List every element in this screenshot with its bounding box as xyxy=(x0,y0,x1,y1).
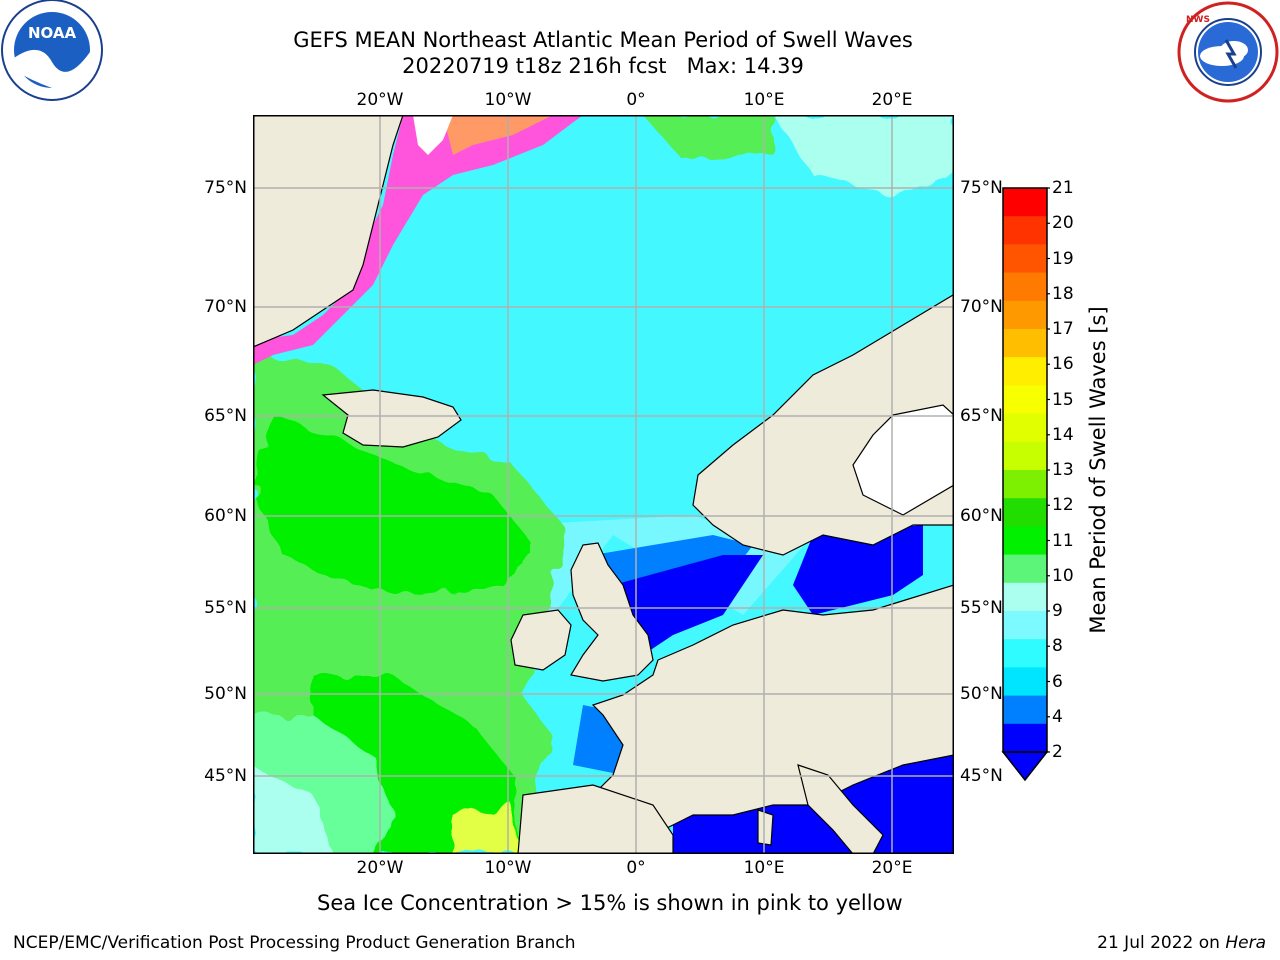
lat-label-left: 60°N xyxy=(204,506,247,526)
colorbar-band xyxy=(1003,329,1047,358)
colorbar-band xyxy=(1003,385,1047,415)
colorbar-band xyxy=(1003,272,1047,302)
colorbar-band xyxy=(1003,667,1047,697)
lat-label-left: 50°N xyxy=(204,684,247,704)
chart-title: GEFS MEAN Northeast Atlantic Mean Period… xyxy=(293,28,913,52)
swell-period-map xyxy=(253,115,954,854)
colorbar-band xyxy=(1003,470,1047,499)
colorbar-band xyxy=(1003,498,1047,527)
colorbar xyxy=(1001,187,1050,782)
ocean-zone-blue-baltic xyxy=(793,525,923,615)
colorbar-tick-label: 8 xyxy=(1052,636,1063,657)
chart-subtitle: 20220719 t18z 216h fcst Max: 14.39 xyxy=(402,54,804,78)
colorbar-tick-label: 16 xyxy=(1052,354,1074,375)
lon-label-top: 10°E xyxy=(743,90,785,110)
colorbar-band xyxy=(1003,244,1047,274)
lon-label-bottom: 20°W xyxy=(356,858,404,878)
colorbar-tick-label: 15 xyxy=(1052,389,1074,410)
sea-ice-note: Sea Ice Concentration > 15% is shown in … xyxy=(317,891,903,915)
lon-label-bottom: 10°W xyxy=(484,858,532,878)
colorbar-band xyxy=(1003,695,1047,725)
colorbar-band xyxy=(1003,216,1047,245)
footer-credit: NCEP/EMC/Verification Post Processing Pr… xyxy=(13,933,576,953)
lat-label-right: 70°N xyxy=(960,297,1003,317)
ocean-zone-green-bright xyxy=(253,415,533,595)
lat-label-left: 70°N xyxy=(204,297,247,317)
iceland xyxy=(321,389,462,448)
footer-host: Hera xyxy=(1225,933,1266,953)
colorbar-title: Mean Period of Swell Waves [s] xyxy=(1086,306,1110,634)
ocean-zone-blue-dark xyxy=(613,555,763,655)
lat-label-left: 55°N xyxy=(204,598,247,618)
colorbar-tick-label: 12 xyxy=(1052,495,1074,516)
lon-label-bottom: 0° xyxy=(626,858,646,878)
colorbar-tick-label: 14 xyxy=(1052,424,1074,445)
ocean-zone-yellow xyxy=(453,805,523,854)
lon-label-bottom: 10°E xyxy=(743,858,785,878)
footer-date: 21 Jul 2022 on Hera xyxy=(1097,933,1266,953)
footer-date-text: 21 Jul 2022 on xyxy=(1097,933,1226,953)
lon-label-top: 20°E xyxy=(871,90,913,110)
colorbar-tick-label: 2 xyxy=(1052,742,1063,762)
colorbar-band xyxy=(1003,300,1047,330)
lat-label-left: 45°N xyxy=(204,766,247,786)
colorbar-bands xyxy=(1003,188,1047,753)
ireland xyxy=(510,609,572,671)
nws-logo: NWS xyxy=(1177,1,1279,103)
colorbar-band xyxy=(1003,554,1047,584)
nws-logo-text: NWS xyxy=(1186,15,1210,25)
sea-ice-orange xyxy=(443,115,553,155)
noaa-logo-text: NOAA xyxy=(28,24,77,42)
lat-label-right: 55°N xyxy=(960,598,1003,618)
colorbar-band xyxy=(1003,526,1047,556)
colorbar-band xyxy=(1003,188,1047,217)
colorbar-extend-arrow xyxy=(1001,751,1049,782)
sardinia xyxy=(757,809,774,846)
colorbar-tick-label: 21 xyxy=(1052,178,1074,198)
colorbar-tick-label: 9 xyxy=(1052,601,1063,621)
map-frame xyxy=(253,115,954,854)
bothnia-gulf xyxy=(852,404,954,516)
colorbar-tick-label: 20 xyxy=(1052,213,1074,234)
colorbar-band xyxy=(1003,639,1047,668)
italy xyxy=(797,764,884,854)
colorbar-tick-label: 19 xyxy=(1052,248,1074,269)
lat-label-left: 75°N xyxy=(204,178,247,198)
colorbar-tick-label: 11 xyxy=(1052,530,1074,551)
colorbar-band xyxy=(1003,723,1047,753)
colorbar-band xyxy=(1003,611,1047,640)
lat-label-right: 65°N xyxy=(960,406,1003,426)
lat-label-left: 65°N xyxy=(204,406,247,426)
lon-label-top: 0° xyxy=(626,90,646,110)
land-masses xyxy=(253,115,954,854)
ocean-zone-green-north xyxy=(643,115,773,160)
colorbar-tick-label: 6 xyxy=(1052,671,1063,692)
colorbar-tick-label: 17 xyxy=(1052,319,1074,339)
lat-label-right: 45°N xyxy=(960,766,1003,786)
lon-label-bottom: 20°E xyxy=(871,858,913,878)
colorbar-band xyxy=(1003,357,1047,386)
greenland-ice-cap xyxy=(413,115,453,155)
greenland xyxy=(253,115,404,348)
colorbar-band xyxy=(1003,441,1047,471)
lat-label-right: 50°N xyxy=(960,684,1003,704)
lon-label-top: 20°W xyxy=(356,90,404,110)
graticule xyxy=(253,115,954,854)
sea-ice-zone xyxy=(253,115,583,365)
colorbar-tick-label: 4 xyxy=(1052,706,1063,727)
ocean-zone-pale-cyan xyxy=(253,765,333,854)
colorbar-tick-label: 18 xyxy=(1052,283,1074,304)
colorbar-band xyxy=(1003,582,1047,612)
noaa-logo: NOAA xyxy=(1,0,103,101)
colorbar-band xyxy=(1003,413,1047,443)
lat-label-right: 75°N xyxy=(960,178,1003,198)
iberia xyxy=(517,784,674,854)
lon-label-top: 10°W xyxy=(484,90,532,110)
continental-europe xyxy=(591,584,954,836)
colorbar-tick-label: 10 xyxy=(1052,565,1074,586)
colorbar-tick-label: 13 xyxy=(1052,460,1074,480)
ocean-zone-pale-cyan-north xyxy=(773,115,954,195)
lat-label-right: 60°N xyxy=(960,506,1003,526)
